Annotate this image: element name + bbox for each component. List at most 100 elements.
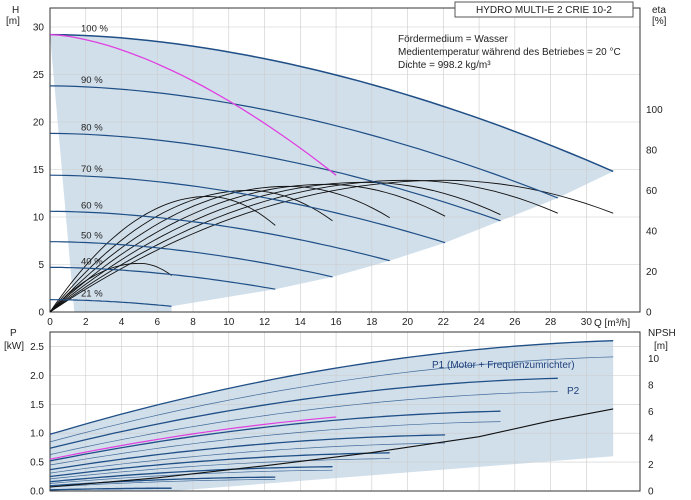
p2-curve <box>49 442 446 474</box>
title-box <box>454 1 634 18</box>
npsh-curve <box>49 408 614 488</box>
head-x-tick-label: 20 <box>402 317 414 328</box>
speed-curve <box>49 33 614 173</box>
p1-curve <box>49 434 446 471</box>
head-y-label-unit: [m] <box>6 16 20 27</box>
power-chart-area: 0.0 0.5 1.0 1.5 2.0 2.5 0 2 4 6 8 10 <box>30 331 660 498</box>
speed-curve-label: 100 % <box>81 24 108 35</box>
head-highlight-curve <box>49 33 337 176</box>
power-plot-frame <box>49 331 641 492</box>
npsh-y-tick-label: 4 <box>648 434 654 445</box>
p1-curve <box>49 340 614 435</box>
speed-curve-label: 80 % <box>81 122 103 133</box>
power-y-tick-label: 1.0 <box>30 429 44 440</box>
p1-curve <box>50 487 172 491</box>
head-chart-area: 100 %90 %80 %70 %60 %50 %40 %21 %0 2 4 6 8 10… <box>33 7 663 328</box>
head-x-tick-label: 24 <box>474 317 486 328</box>
head-x-tick-label: 26 <box>509 317 521 328</box>
chart-text-layer: HYDRO MULTI-E 2 CRIE 10-2 Fördermedium =… <box>4 1 676 397</box>
eta-y-tick-label: 100 <box>646 105 663 116</box>
p1-series-label: P1 (Motor + Frequenzumrichter) <box>432 360 575 371</box>
speed-curve-label: 40 % <box>81 256 103 267</box>
speed-curve-label: 90 % <box>81 75 103 86</box>
efficiency-curve <box>49 179 614 313</box>
head-y-tick-label: 5 <box>38 260 44 271</box>
speed-curve <box>49 85 559 199</box>
eta-y-tick-label: 40 <box>646 226 658 237</box>
npsh-y-tick-label: 0 <box>648 487 654 498</box>
head-x-tick-label: 4 <box>119 317 125 328</box>
head-y-tick-label: 0 <box>38 308 44 319</box>
eta-y-label-unit: [%] <box>652 16 667 27</box>
p2-curve <box>49 479 276 488</box>
medium-info-line-3: Dichte = 998.2 kg/m³ <box>398 60 491 71</box>
power-y-label-unit: [kW] <box>4 341 24 352</box>
head-y-label-symbol: H <box>12 5 19 16</box>
eta-y-tick-label: 80 <box>646 145 658 156</box>
head-x-tick-label: 8 <box>190 317 196 328</box>
npsh-y-tick-label: 10 <box>648 354 660 365</box>
title-box-text: HYDRO MULTI-E 2 CRIE 10-2 <box>476 5 612 16</box>
head-y-tick-label: 20 <box>33 118 45 129</box>
p2-curve <box>49 458 390 480</box>
head-x-tick-label: 18 <box>366 317 378 328</box>
p1-curve <box>49 466 333 483</box>
head-y-tick-label: 25 <box>33 70 45 81</box>
efficiency-curve <box>49 196 276 313</box>
speed-curve <box>50 241 333 278</box>
efficiency-curve <box>49 179 558 313</box>
npsh-y-label-unit: [m] <box>654 341 668 352</box>
power-y-tick-label: 0.0 <box>30 487 44 498</box>
head-plot-frame <box>49 7 641 313</box>
head-y-tick-label: 10 <box>33 213 45 224</box>
head-x-tick-label: 16 <box>330 317 342 328</box>
speed-curve <box>49 210 390 262</box>
eta-y-tick-label: 0 <box>646 308 652 319</box>
medium-info-line-2: Medientemperatur während des Betriebes =… <box>398 47 621 58</box>
speed-curve <box>49 132 501 222</box>
head-x-tick-label: 22 <box>438 317 450 328</box>
medium-info-line-1: Fördermedium = Wasser <box>398 34 509 45</box>
npsh-y-tick-label: 2 <box>648 460 654 471</box>
head-y-tick-label: 30 <box>33 23 45 34</box>
power-highlight-curve <box>49 416 337 460</box>
eta-y-tick-label: 60 <box>646 186 658 197</box>
eta-y-label-symbol: eta <box>652 5 666 16</box>
p1-curve <box>49 410 501 462</box>
head-x-tick-label: 10 <box>223 317 235 328</box>
head-x-tick-label: 2 <box>83 317 89 328</box>
speed-curve-label: 21 % <box>81 289 103 300</box>
p1-curve <box>49 377 558 449</box>
head-x-tick-label: 28 <box>545 317 557 328</box>
p2-curve <box>49 391 558 455</box>
p2-curve <box>49 421 501 466</box>
power-y-tick-label: 0.5 <box>30 458 44 469</box>
npsh-y-tick-label: 6 <box>648 407 654 418</box>
power-y-label-symbol: P <box>10 328 17 339</box>
npsh-y-label-symbol: NPSH <box>648 328 676 339</box>
speed-curve <box>49 174 446 244</box>
head-x-tick-label: 30 <box>581 317 593 328</box>
p2-curve <box>49 356 614 443</box>
head-y-tick-label: 15 <box>33 165 45 176</box>
power-operating-envelope <box>50 340 614 491</box>
eta-y-tick-label: 20 <box>646 267 658 278</box>
flow-x-label: Q [m³/h] <box>594 318 630 329</box>
speed-curve-label: 60 % <box>81 200 103 211</box>
efficiency-curve <box>49 189 333 313</box>
power-y-tick-label: 2.0 <box>30 371 44 382</box>
power-y-tick-label: 1.5 <box>30 400 44 411</box>
head-operating-envelope <box>50 34 614 312</box>
speed-curve-label: 70 % <box>81 164 103 175</box>
npsh-y-tick-label: 8 <box>648 381 654 392</box>
speed-curve <box>49 299 172 307</box>
speed-curve <box>50 266 276 290</box>
p2-series-label: P2 <box>567 386 580 397</box>
head-x-tick-label: 12 <box>259 317 271 328</box>
head-x-tick-label: 14 <box>295 317 307 328</box>
power-y-tick-label: 2.5 <box>30 342 44 353</box>
speed-curve-label: 50 % <box>81 231 103 242</box>
efficiency-curve <box>49 262 172 313</box>
p1-curve <box>49 452 390 478</box>
